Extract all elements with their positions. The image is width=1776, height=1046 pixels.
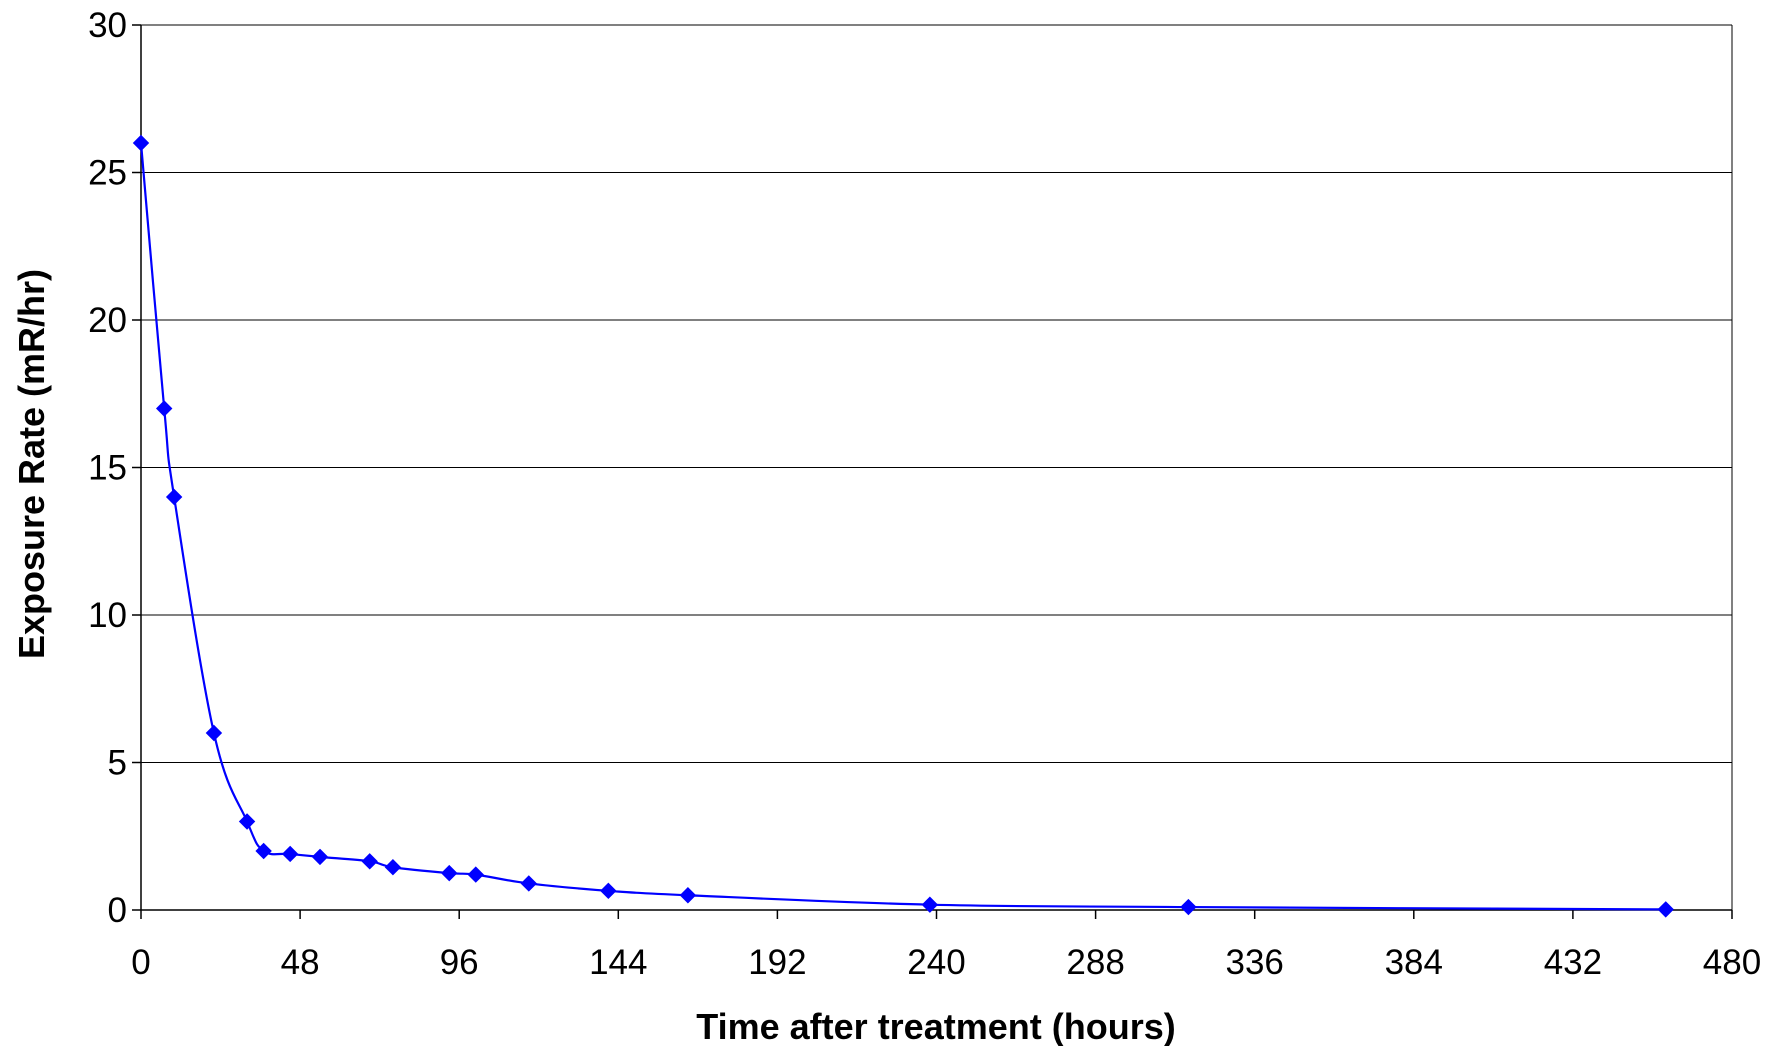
x-tick-label: 0 — [131, 943, 150, 982]
data-point-marker — [361, 853, 378, 870]
y-tick-label: 0 — [108, 891, 127, 930]
data-point-marker — [132, 134, 150, 152]
x-tick-label: 48 — [281, 943, 320, 982]
data-point-marker — [384, 859, 402, 876]
x-tick-label: 336 — [1225, 943, 1283, 982]
x-tick-label: 240 — [907, 943, 965, 982]
axes — [132, 24, 1733, 919]
data-point-marker — [155, 400, 173, 417]
data-point-marker — [520, 875, 538, 892]
y-tick-label: 30 — [88, 6, 127, 45]
y-tick-label: 25 — [88, 154, 127, 193]
x-tick-label: 96 — [440, 943, 479, 982]
data-point-marker — [255, 842, 272, 860]
x-tick-labels: 0 48 96 144 192 240 288 336 384 432 480 — [131, 943, 1761, 982]
data-point-marker — [205, 724, 223, 742]
x-tick-label: 384 — [1385, 943, 1443, 982]
data-point-marker — [441, 864, 458, 882]
x-tick-label: 288 — [1066, 943, 1124, 982]
data-point-marker — [921, 896, 939, 913]
gridlines — [141, 24, 1732, 763]
y-tick-label: 5 — [108, 744, 127, 783]
x-tick-label: 144 — [589, 943, 647, 982]
data-point-marker — [1657, 901, 1674, 918]
data-point-marker — [1180, 898, 1197, 916]
data-point-marker — [600, 882, 617, 900]
x-tick-label: 192 — [748, 943, 806, 982]
data-point-marker — [679, 887, 697, 904]
y-tick-labels: 0 5 10 15 20 25 30 — [88, 6, 127, 930]
data-point-marker — [165, 488, 183, 506]
series-line — [139, 142, 1666, 911]
data-point-marker — [467, 866, 484, 883]
data-series — [132, 134, 1674, 918]
y-tick-label: 15 — [88, 449, 127, 488]
y-axis-title: Exposure Rate (mR/hr) — [11, 269, 52, 659]
x-tick-label: 480 — [1703, 943, 1761, 982]
data-point-marker — [238, 813, 256, 830]
data-point-marker — [281, 845, 299, 863]
data-point-marker — [311, 848, 329, 866]
y-tick-label: 20 — [88, 301, 127, 340]
x-tick-label: 432 — [1544, 943, 1602, 982]
y-tick-label: 10 — [88, 596, 127, 635]
x-axis-title: Time after treatment (hours) — [696, 1006, 1175, 1046]
